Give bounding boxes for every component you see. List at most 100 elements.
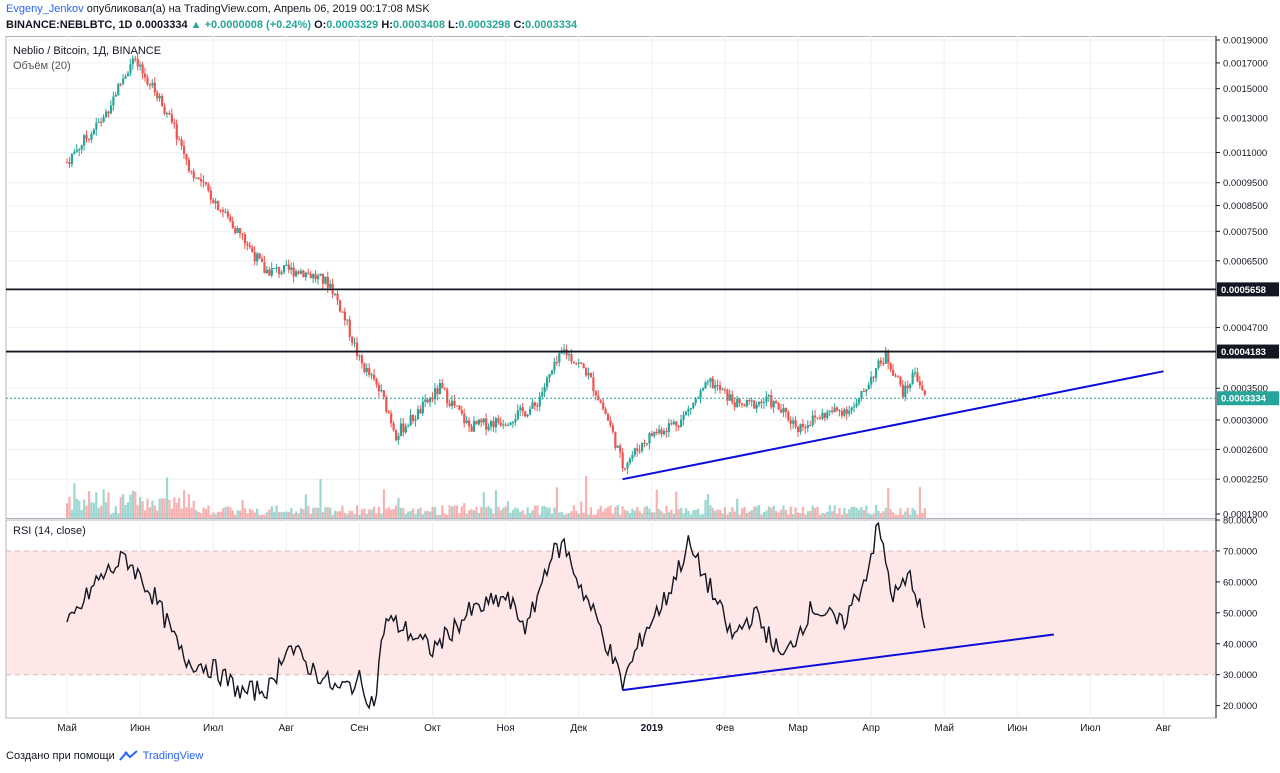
candle-body xyxy=(706,381,710,383)
candle-body xyxy=(758,401,761,405)
candle-body xyxy=(692,403,695,409)
candle-body xyxy=(460,410,463,414)
candle-body xyxy=(292,267,295,277)
volume-bar xyxy=(102,489,105,518)
rsi-trendline[interactable] xyxy=(622,633,1054,692)
price-pane[interactable] xyxy=(5,36,1217,519)
candle-body xyxy=(877,360,880,369)
volume-bar xyxy=(682,513,685,518)
volume-bar xyxy=(156,510,159,518)
candle-body xyxy=(316,275,320,280)
volume-bar xyxy=(706,493,710,518)
volume-bar xyxy=(387,507,390,518)
candle-body xyxy=(789,420,792,424)
volume-bar xyxy=(616,505,619,518)
volume-bar xyxy=(295,511,298,518)
volume-bar xyxy=(628,513,632,518)
rsi-tick-label: 70.0000 xyxy=(1223,546,1257,557)
candle-body xyxy=(450,400,454,407)
volume-bar xyxy=(134,491,137,518)
volume-bar xyxy=(407,511,410,518)
volume-bar xyxy=(714,510,717,518)
volume-bar xyxy=(419,507,422,518)
candle-body xyxy=(619,445,622,453)
candle-body xyxy=(906,385,909,389)
volume-bar xyxy=(204,508,208,518)
candle-body xyxy=(287,264,290,270)
volume-bar xyxy=(139,497,142,518)
candle-body xyxy=(716,385,719,387)
candle-body xyxy=(251,247,254,253)
volume-bar xyxy=(234,514,237,518)
candle-body xyxy=(273,268,276,270)
volume-bar xyxy=(268,509,271,518)
volume-bar xyxy=(614,507,617,518)
chart-area[interactable]: Май Июн Июл Авг Сен Окт Ноя Дек 2019 Фев Мар Апр Май… xyxy=(0,36,1280,742)
candle-body xyxy=(645,443,649,445)
candle-body xyxy=(760,401,763,404)
candle-body xyxy=(260,258,264,263)
candle-body xyxy=(772,401,775,408)
candle-body xyxy=(324,276,327,284)
volume-bar xyxy=(662,513,666,518)
volume-bar xyxy=(214,514,217,518)
volume-bar xyxy=(645,505,649,518)
candle-body xyxy=(614,431,617,448)
candle-body xyxy=(587,373,590,376)
candle-body xyxy=(882,363,885,365)
x-tick-label: Июн xyxy=(1007,723,1027,734)
volume-bar xyxy=(711,508,714,518)
volume-bar xyxy=(816,506,819,518)
x-tick-label: Авг xyxy=(1156,723,1172,734)
volume-bar xyxy=(185,507,188,518)
volume-bar xyxy=(263,514,266,518)
candle-body xyxy=(585,368,588,376)
volume-bar xyxy=(648,508,651,518)
volume-bar xyxy=(178,497,181,518)
candle-body xyxy=(114,94,117,97)
y-tick-label: 0.0004700 xyxy=(1223,323,1268,334)
candle-body xyxy=(548,374,551,378)
candle-body xyxy=(843,409,846,416)
volume-bar xyxy=(117,513,120,518)
candle-body xyxy=(319,273,322,276)
candle-body xyxy=(141,64,144,74)
candle-body xyxy=(502,424,505,426)
volume-bar xyxy=(694,509,697,518)
volume-bar xyxy=(507,501,510,518)
volume-bar xyxy=(623,509,627,518)
volume-bar xyxy=(716,509,719,518)
candle-body xyxy=(677,425,680,428)
open-value: 0.0003329 xyxy=(326,19,379,31)
author-link[interactable]: Evgeny_Jenkov xyxy=(6,3,84,15)
candle-body xyxy=(521,407,524,412)
candle-body xyxy=(833,407,836,412)
volume-bar xyxy=(826,511,829,518)
price-trendline[interactable] xyxy=(622,370,1164,481)
low-value: 0.0003298 xyxy=(458,19,511,31)
volume-bar xyxy=(753,506,756,518)
candle-body xyxy=(533,402,537,406)
volume-bar xyxy=(248,508,251,518)
candle-body xyxy=(148,84,152,86)
volume-bar xyxy=(412,508,415,518)
volume-bar xyxy=(146,498,149,518)
volume-bar xyxy=(546,507,549,518)
candle-body xyxy=(470,426,473,432)
volume-bar xyxy=(611,513,615,518)
candle-body xyxy=(823,412,827,418)
candle-body xyxy=(489,421,493,427)
candle-body xyxy=(514,419,517,423)
volume-bar xyxy=(453,505,456,518)
tradingview-brand[interactable]: TradingView xyxy=(142,750,204,762)
candle-body xyxy=(265,269,269,274)
volume-bar xyxy=(514,507,517,518)
volume-bar xyxy=(246,513,249,518)
candle-body xyxy=(653,431,656,436)
candle-body xyxy=(355,342,359,356)
volume-bar xyxy=(446,514,449,518)
volume-bar xyxy=(165,477,169,518)
candle-body xyxy=(511,422,515,424)
x-tick-label: 2019 xyxy=(641,723,664,734)
volume-bar xyxy=(126,502,130,518)
